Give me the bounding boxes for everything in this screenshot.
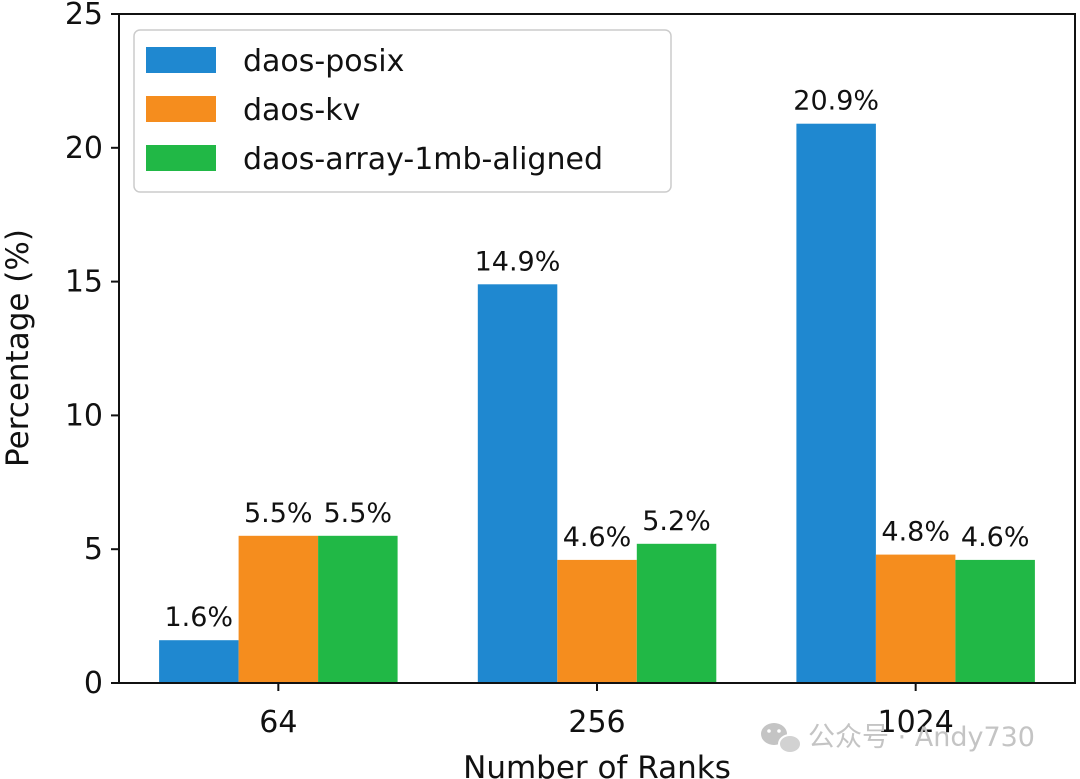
bar-daos-posix-1024 — [796, 123, 876, 683]
data-label-daos-posix-1024: 20.9% — [793, 86, 879, 117]
data-label-daos-array-1mb-aligned-256: 5.2% — [642, 506, 711, 537]
y-tick-label-0: 0 — [84, 666, 103, 701]
bar-daos-array-1mb-aligned-64 — [318, 535, 398, 683]
legend-swatch-daos-posix — [146, 47, 216, 73]
watermark-text: 公众号 · Andy730 — [808, 722, 1035, 753]
x-tick-label-64: 64 — [259, 705, 297, 740]
y-tick-label-5: 5 — [84, 532, 103, 567]
x-tick-label-1024: 1024 — [877, 705, 953, 740]
x-ticks-layer: 64 256 1024 — [259, 683, 954, 740]
legend: daos-posix daos-kv daos-array-1mb-aligned — [133, 29, 672, 193]
legend-label-daos-array-1mb-aligned: daos-array-1mb-aligned — [243, 142, 603, 177]
data-label-daos-array-1mb-aligned-1024: 4.6% — [961, 522, 1030, 553]
legend-box — [133, 29, 672, 193]
legend-label-daos-kv: daos-kv — [243, 93, 360, 128]
wechat-icon — [761, 723, 802, 754]
y-axis-title: Percentage (%) — [0, 229, 36, 467]
data-label-daos-posix-64: 1.6% — [164, 602, 233, 633]
bar-daos-kv-64 — [238, 535, 319, 683]
bar-daos-posix-256 — [477, 284, 558, 683]
data-labels-layer: 1.6% 14.9% 20.9% 5.5% 4.6% 4.8% 5.5% 5.2% 4.6% — [164, 86, 1029, 634]
data-label-daos-kv-1024: 4.8% — [881, 517, 950, 548]
legend-swatch-daos-kv — [146, 96, 216, 122]
bar-daos-kv-1024 — [875, 554, 956, 683]
legend-swatch-daos-array-1mb-aligned — [146, 145, 216, 171]
data-label-daos-posix-256: 14.9% — [475, 246, 561, 277]
data-label-daos-array-1mb-aligned-64: 5.5% — [323, 498, 392, 529]
bars-layer — [159, 123, 1035, 683]
bar-daos-posix-64 — [159, 640, 239, 683]
data-label-daos-kv-256: 4.6% — [563, 522, 632, 553]
y-ticks-layer: 0 5 10 15 20 25 — [65, 0, 119, 701]
data-label-daos-kv-64: 5.5% — [244, 498, 313, 529]
y-tick-label-10: 10 — [65, 398, 103, 433]
x-axis-title: Number of Ranks — [463, 750, 731, 779]
y-tick-label-25: 25 — [65, 0, 103, 32]
bar-daos-array-1mb-aligned-256 — [636, 543, 717, 683]
bar-daos-kv-256 — [557, 559, 637, 683]
y-tick-label-20: 20 — [65, 131, 103, 166]
x-tick-label-256: 256 — [568, 705, 625, 740]
watermark: 公众号 · Andy730 — [761, 722, 1035, 754]
bar-daos-array-1mb-aligned-1024 — [955, 559, 1035, 683]
legend-label-daos-posix: daos-posix — [243, 44, 404, 79]
y-tick-label-15: 15 — [65, 265, 103, 300]
